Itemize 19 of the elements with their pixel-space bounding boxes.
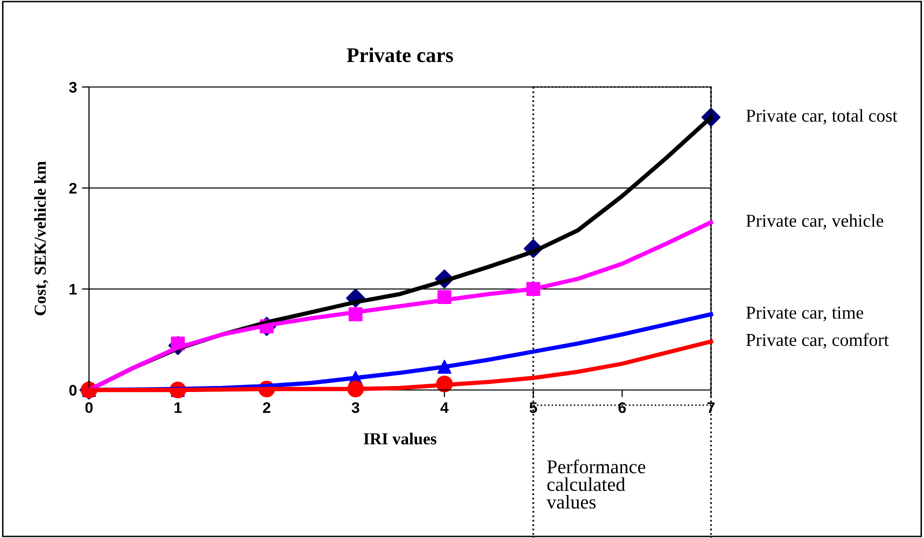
x-tick-label: 1 <box>174 402 182 413</box>
y-axis-title: Cost, SEK/vehicle km <box>34 161 48 316</box>
x-axis-title: IRI values <box>364 432 436 444</box>
series-label: Private car, comfort <box>746 333 889 349</box>
series-label: Private car, total cost <box>746 109 898 124</box>
x-tick-label: 0 <box>85 402 93 414</box>
y-tick-label: 3 <box>69 82 77 93</box>
y-tick-label: 1 <box>70 284 77 295</box>
y-tick-label: 2 <box>69 182 77 194</box>
x-tick-label: 3 <box>352 402 360 414</box>
y-tick-label: 0 <box>69 384 77 396</box>
x-tick-label: 5 <box>530 402 538 414</box>
x-tick-label: 2 <box>262 402 270 413</box>
series-label: Private car, time <box>746 306 864 322</box>
x-tick-label: 6 <box>618 402 626 414</box>
text: Performance calculated values <box>546 459 646 509</box>
chart-title: Private cars <box>346 48 453 62</box>
series-label: Private car, vehicle <box>746 214 884 230</box>
x-tick-label: 4 <box>440 402 449 413</box>
